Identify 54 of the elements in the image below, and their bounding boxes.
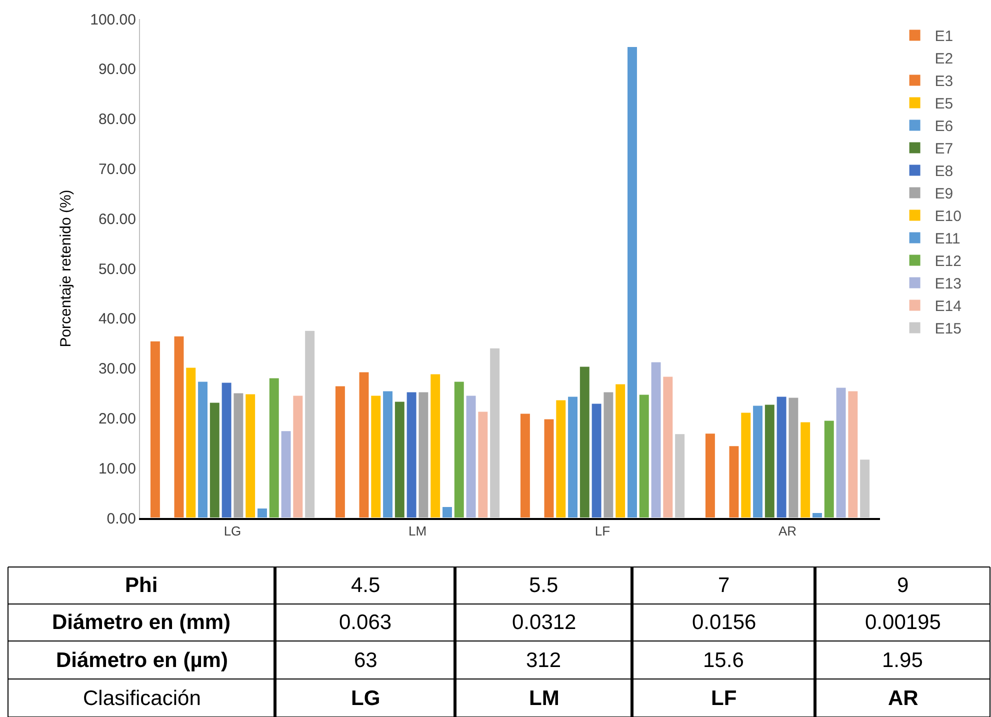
y-tick-label: 80.00 xyxy=(98,111,136,128)
text: E2 xyxy=(934,50,954,68)
legend-label: E7 xyxy=(934,140,954,158)
text: LF xyxy=(711,687,737,710)
text: Clasificación xyxy=(83,687,201,710)
x-tick-label: LG xyxy=(224,524,242,539)
legend-label: E3 xyxy=(934,73,954,90)
y-tick-label: 90.00 xyxy=(98,61,136,78)
legend-label: E9 xyxy=(934,186,954,203)
legend-label: E15 xyxy=(934,320,962,338)
legend-label: E6 xyxy=(934,118,954,136)
text: 5.5 xyxy=(529,574,558,597)
x-tick-label: LF xyxy=(594,524,610,539)
x-tick-label: AR xyxy=(778,524,797,539)
text: 0.0156 xyxy=(692,611,756,634)
bar xyxy=(334,385,346,518)
legend-label: E5 xyxy=(934,96,954,113)
legend-label: E8 xyxy=(934,163,954,180)
text: LG xyxy=(351,687,380,710)
text: 1.95 xyxy=(882,649,923,672)
text: 0.063 xyxy=(339,611,392,634)
text: 9 xyxy=(897,574,909,597)
text: 0.0312 xyxy=(512,611,576,634)
bar xyxy=(704,432,716,518)
y-tick-label: 70.00 xyxy=(98,160,136,178)
y-tick-label: 60.00 xyxy=(98,210,136,228)
legend-label: E14 xyxy=(934,298,962,316)
y-tick-label: 40.00 xyxy=(98,310,136,328)
text: 15.6 xyxy=(703,649,744,672)
text: 7 xyxy=(718,574,730,597)
text: Diámetro en (mm) xyxy=(52,611,231,634)
text: LM xyxy=(529,687,560,710)
legend-label: E1 xyxy=(934,28,954,46)
y-tick-label: 50.00 xyxy=(98,260,136,278)
text: AR xyxy=(888,687,918,710)
y-axis-title: Porcentaje retenido (%) xyxy=(57,190,74,348)
legend-label: E11 xyxy=(934,230,960,248)
y-tick-label: 0.00 xyxy=(106,510,136,528)
legend-label: E13 xyxy=(934,276,962,293)
text: 63 xyxy=(354,649,378,672)
bar xyxy=(519,412,531,518)
y-tick-label: 100.00 xyxy=(90,11,136,28)
text: 0.00195 xyxy=(865,611,941,634)
x-tick-label: LM xyxy=(408,524,427,539)
text: 4.5 xyxy=(351,574,380,597)
text: Diámetro en (µm) xyxy=(56,649,228,672)
y-tick-label: 30.00 xyxy=(98,360,136,378)
y-tick-label: 20.00 xyxy=(98,410,136,428)
text: Phi xyxy=(125,574,158,597)
y-tick-label: 10.00 xyxy=(98,460,136,478)
text: 312 xyxy=(526,649,562,672)
legend-label: E10 xyxy=(934,208,962,226)
legend-label: E12 xyxy=(934,253,962,270)
bar xyxy=(149,340,161,518)
